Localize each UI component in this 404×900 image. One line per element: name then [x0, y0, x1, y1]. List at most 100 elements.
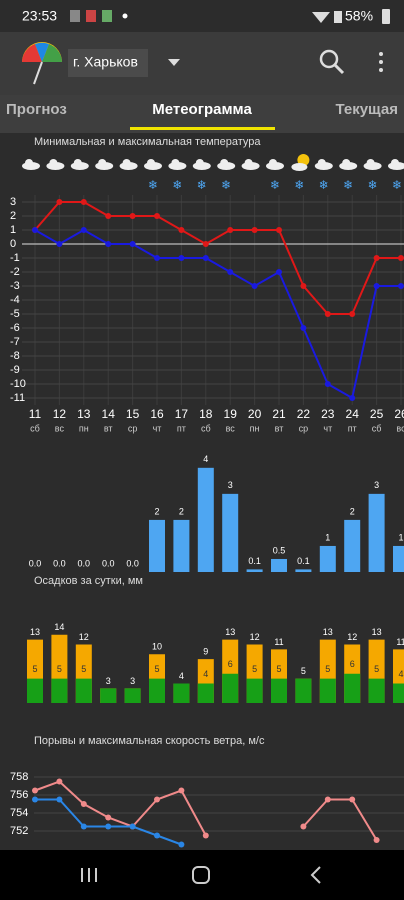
y-tick-label: -10: [10, 378, 26, 390]
wind-bar: [319, 678, 336, 703]
point: [349, 395, 356, 401]
y-tick-label: -4: [10, 294, 20, 306]
y-tick-label: -6: [10, 322, 20, 334]
status-icon: [102, 10, 112, 22]
y-tick-label: -9: [10, 364, 20, 376]
weekday-label: пт: [348, 423, 357, 433]
cloud-icon: [244, 159, 253, 167]
wind-label: 5: [154, 664, 159, 674]
cloud-icon: [73, 159, 82, 167]
lines: [32, 199, 404, 401]
x-tick-label: 18: [199, 407, 213, 421]
weekday-label: вт: [275, 423, 284, 433]
wind-label: 6: [228, 659, 233, 669]
x-tick-label: 25: [370, 407, 384, 421]
value-label: 3: [228, 480, 233, 490]
chart-title: Минимальная и максимальная температура: [34, 136, 261, 148]
point: [373, 837, 380, 843]
point: [80, 227, 87, 233]
x-tick-label: 26: [394, 407, 404, 421]
x-tick-label: 16: [150, 407, 164, 421]
point: [32, 227, 38, 233]
gust-label: 5: [301, 666, 306, 676]
weekday-label: сб: [201, 423, 211, 433]
snow-icon: ❄: [148, 178, 158, 192]
series-line: [34, 780, 378, 841]
gust-label: 13: [323, 627, 333, 637]
point: [202, 832, 209, 839]
wind-bar: [100, 688, 117, 703]
wind-bar: [368, 678, 385, 703]
wind-bar: [197, 683, 214, 703]
weekday-label: пн: [79, 423, 89, 433]
city-name[interactable]: г. Харьков: [73, 54, 138, 70]
weekday-label: сб: [372, 423, 382, 433]
cloud-icon: [291, 163, 308, 171]
x-tick-label: 20: [248, 407, 262, 421]
app-icon: [22, 42, 62, 85]
dropdown-arrow[interactable]: [168, 59, 180, 66]
snow-icon: ❄: [270, 178, 280, 192]
nav-home[interactable]: [192, 866, 210, 884]
value-label: 2: [154, 506, 159, 516]
city-box[interactable]: [68, 49, 148, 77]
series-line: [34, 201, 401, 315]
x-tick-label: 11: [29, 407, 42, 421]
app-bar: [0, 32, 404, 95]
snow-icon: ❄: [172, 178, 182, 192]
weekday-label: вс: [55, 423, 65, 433]
menu-button[interactable]: [379, 52, 383, 72]
series-line: [34, 228, 401, 400]
tab[interactable]: Текущая: [335, 101, 398, 118]
status-icon: [86, 10, 96, 22]
wind-bar: [173, 683, 190, 703]
nav-back[interactable]: [310, 866, 321, 884]
nav-recent[interactable]: [81, 868, 97, 882]
value-label: 1: [398, 532, 403, 542]
gust-bar: [393, 649, 404, 703]
weekday-label: чт: [153, 423, 162, 433]
gust-label: 11: [274, 637, 283, 647]
value-label: 0.1: [297, 556, 310, 566]
x-tick-label: 22: [297, 407, 311, 421]
weekday-label: вс: [396, 423, 404, 433]
point: [324, 381, 331, 387]
value-label: 0.0: [29, 558, 42, 568]
point: [154, 796, 160, 803]
y-tick-label: -7: [10, 336, 20, 348]
point: [202, 255, 209, 261]
value-label: 2: [350, 506, 355, 516]
point: [300, 823, 307, 830]
x-tick-label: 14: [102, 407, 116, 421]
status-bar: [0, 0, 404, 32]
gust-label: 13: [372, 627, 382, 637]
wind-label: 5: [32, 664, 37, 674]
cloud-icon: [269, 159, 277, 167]
x-tick-label: 17: [175, 407, 189, 421]
y-tick-label: 758: [10, 771, 28, 783]
point: [373, 255, 380, 261]
gust-label: 3: [106, 676, 111, 686]
point: [324, 796, 331, 803]
x-tick-label: 13: [77, 407, 91, 421]
cloud-icon: [317, 159, 326, 167]
search-button[interactable]: [319, 49, 345, 75]
weekday-label: ср: [128, 423, 138, 433]
weekday-label: ср: [299, 423, 309, 433]
point: [105, 213, 112, 219]
tab[interactable]: Прогноз: [6, 101, 67, 118]
tab-indicator: [130, 127, 275, 130]
tab-active[interactable]: Метеограмма: [152, 101, 252, 118]
point: [227, 227, 234, 233]
wind-bar: [344, 673, 361, 703]
y-tick-label: -5: [10, 308, 20, 320]
signal-icon: [334, 11, 342, 23]
point: [56, 199, 63, 205]
wind-bar: [222, 673, 239, 703]
x-tick-label: 15: [126, 407, 140, 421]
point: [178, 255, 185, 261]
lines: [32, 778, 380, 848]
y-tick-label: 0: [10, 238, 16, 250]
bar: [271, 558, 287, 572]
